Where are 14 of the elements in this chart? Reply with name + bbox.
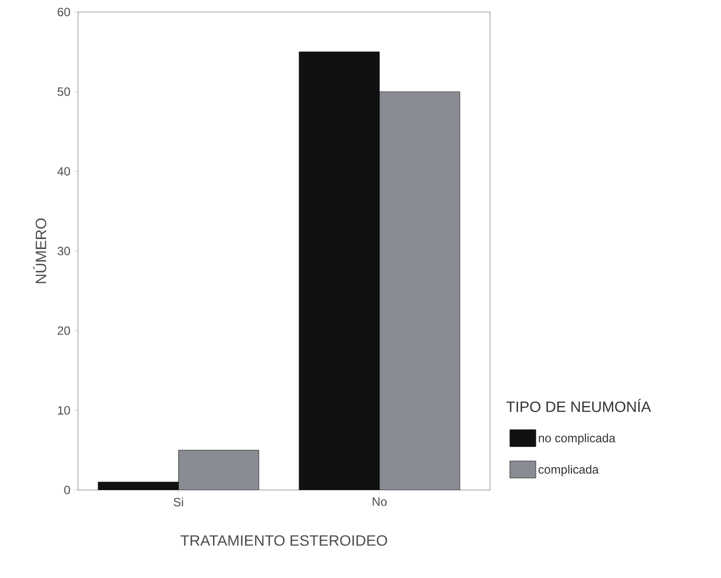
y-tick-label: 60 bbox=[58, 8, 70, 16]
x-tick-label: No bbox=[372, 498, 387, 506]
y-tick-label: 50 bbox=[58, 87, 70, 96]
y-tick-label: 0 bbox=[64, 486, 70, 494]
x-tick-label: Si bbox=[174, 498, 184, 506]
legend-label: complicada bbox=[538, 464, 599, 476]
y-axis-title: NÚMERO bbox=[33, 218, 46, 284]
y-tick-label: 30 bbox=[58, 246, 70, 256]
y-tick-label: 10 bbox=[58, 406, 70, 415]
legend-title: TIPO DE NEUMONÍA bbox=[506, 398, 652, 412]
x-axis-title: TRATAMIENTO ESTEROIDEO bbox=[180, 535, 388, 546]
legend-label: no complicada bbox=[538, 434, 616, 445]
y-tick-label: 20 bbox=[58, 326, 70, 335]
y-tick-label: 40 bbox=[57, 167, 70, 176]
